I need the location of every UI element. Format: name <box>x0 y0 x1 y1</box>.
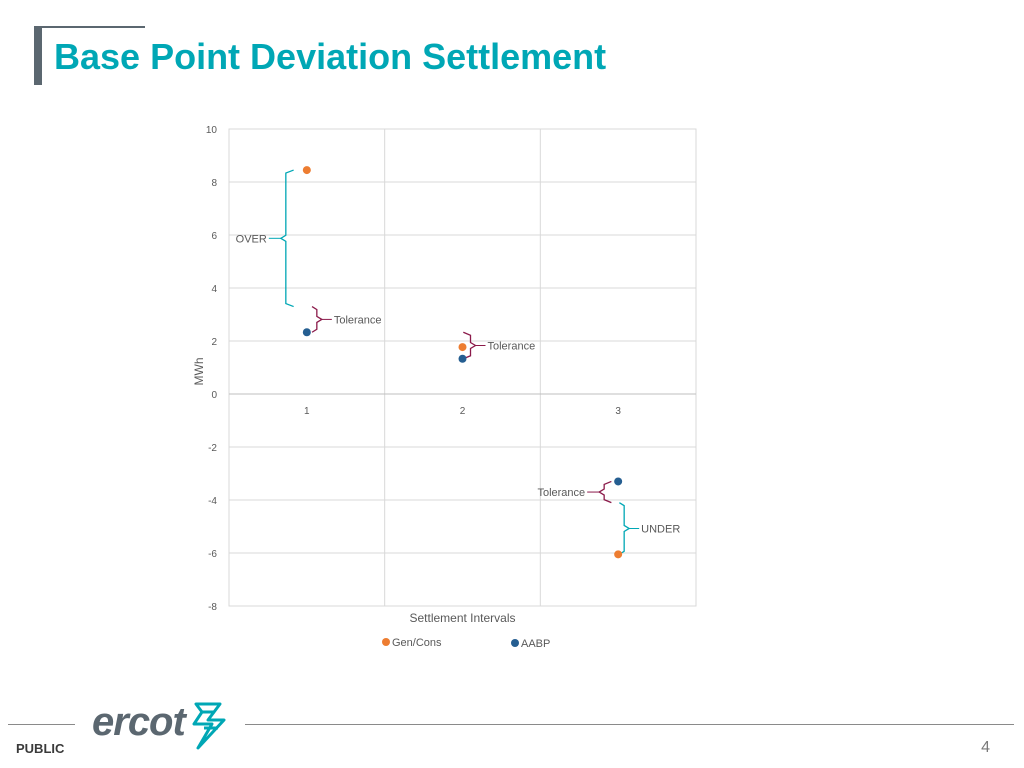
y-tick-label: 4 <box>211 284 217 295</box>
y-tick-label: 6 <box>211 231 217 242</box>
x-axis-title: Settlement Intervals <box>409 611 515 625</box>
legend-marker <box>511 639 519 647</box>
data-point-gen-cons <box>614 550 623 559</box>
ercot-logo: ercot <box>92 700 232 752</box>
logo-wordmark: ercot <box>92 700 186 744</box>
plot-area-frame <box>228 128 697 607</box>
y-tick-label: 0 <box>211 390 217 401</box>
legend-marker <box>382 638 390 646</box>
annotation-bracket <box>597 480 612 504</box>
annotation-label: UNDER <box>641 523 680 535</box>
data-point-gen-cons <box>302 166 311 175</box>
y-tick-label: -8 <box>208 602 217 613</box>
footer-classification-label: PUBLIC <box>16 741 65 756</box>
page-title: Base Point Deviation Settlement <box>54 36 607 77</box>
annotation-bracket <box>619 502 631 555</box>
y-tick-label: -4 <box>208 496 217 507</box>
annotation-bracket <box>279 169 294 308</box>
data-point-aabp <box>302 328 311 337</box>
data-point-gen-cons <box>458 343 467 352</box>
data-point-aabp <box>614 477 623 486</box>
x-tick-label: 1 <box>304 406 310 417</box>
annotation-bracket <box>311 305 324 333</box>
x-tick-label: 3 <box>615 406 621 417</box>
y-tick-label: -2 <box>208 443 217 454</box>
annotation-label: Tolerance <box>537 487 585 499</box>
lightning-bolt-icon <box>192 702 226 750</box>
legend-label: AABP <box>521 638 550 650</box>
y-tick-label: 10 <box>206 125 218 136</box>
footer-divider-right <box>245 724 1014 725</box>
page-number: 4 <box>981 739 990 756</box>
annotation-label: Tolerance <box>334 314 382 326</box>
y-tick-label: -6 <box>208 549 217 560</box>
data-point-aabp <box>458 354 467 363</box>
y-tick-label: 8 <box>211 178 217 189</box>
y-tick-label: 2 <box>211 337 217 348</box>
footer-divider-left <box>8 724 75 725</box>
scatter-chart: 10 8 6 4 2 0 -2 -4 -6 -8 1 2 3 Settlement Intervals MW… <box>192 125 697 650</box>
x-tick-label: 2 <box>460 406 466 417</box>
title-accent-line <box>42 26 145 28</box>
annotation-label: OVER <box>236 233 267 245</box>
title-accent-bar <box>34 26 42 85</box>
annotation-label: Tolerance <box>488 341 536 353</box>
legend-label: Gen/Cons <box>392 637 442 649</box>
y-axis-title: MWh <box>192 358 206 386</box>
